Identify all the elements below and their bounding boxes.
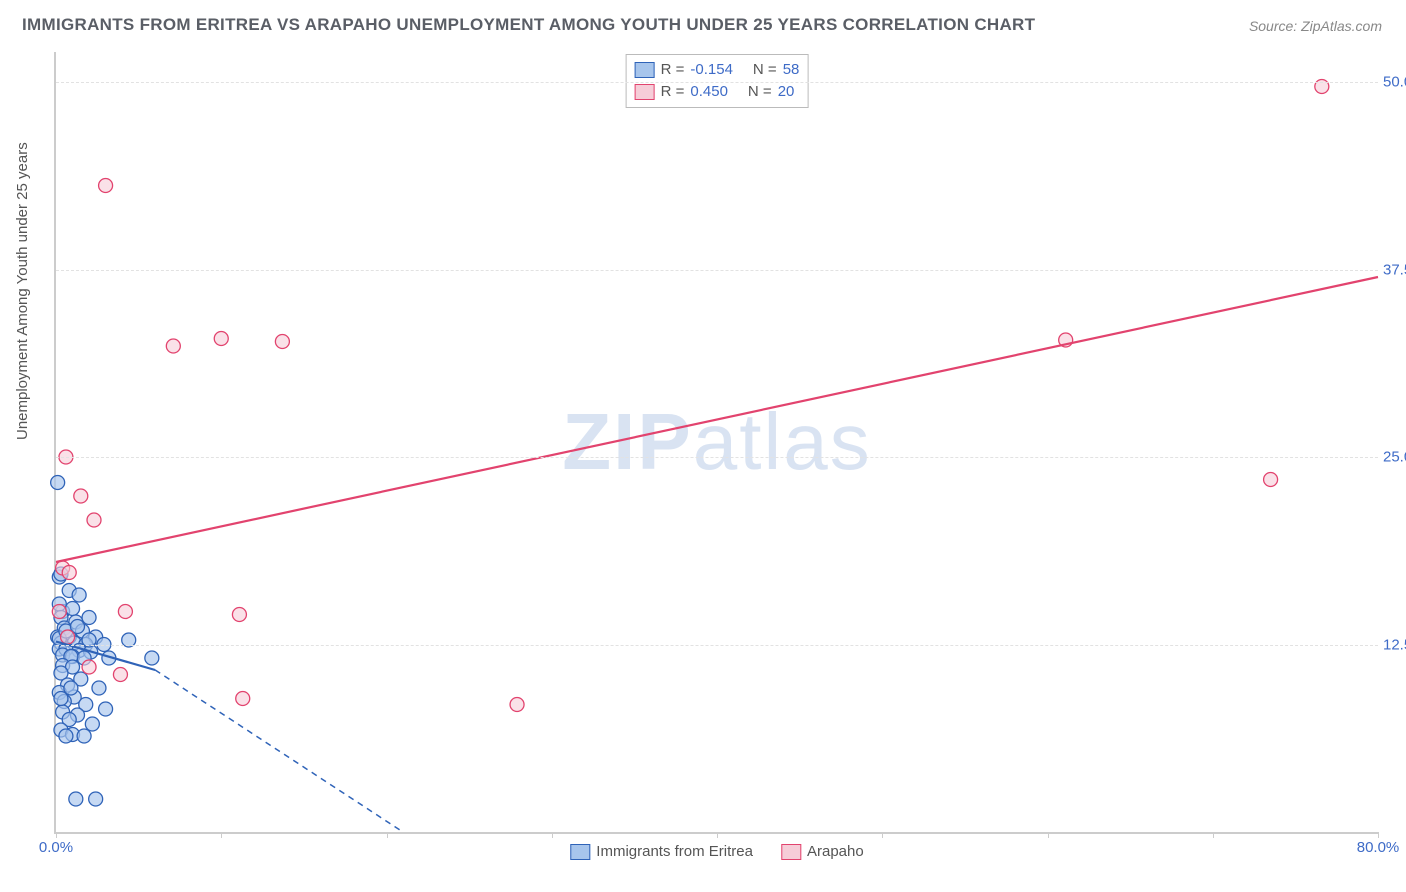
legend-swatch-series1 [570, 844, 590, 860]
data-point [82, 611, 96, 625]
legend-label-series2: Arapaho [807, 843, 864, 860]
x-tick [552, 832, 553, 838]
chart-container: IMMIGRANTS FROM ERITREA VS ARAPAHO UNEMP… [0, 0, 1406, 892]
x-tick [1213, 832, 1214, 838]
data-point [232, 608, 246, 622]
data-point [69, 792, 83, 806]
data-point [166, 339, 180, 353]
data-point [1264, 473, 1278, 487]
legend-label-series1: Immigrants from Eritrea [596, 843, 753, 860]
plot-area: ZIPatlas R = -0.154 N = 58 R = 0.450 N =… [54, 52, 1378, 834]
plot-svg [56, 52, 1378, 832]
data-point [92, 681, 106, 695]
y-tick-label: 25.0% [1383, 449, 1406, 466]
legend-series: Immigrants from Eritrea Arapaho [570, 843, 863, 860]
y-tick-label: 12.5% [1383, 636, 1406, 653]
data-point [145, 651, 159, 665]
data-point [85, 717, 99, 731]
legend-item-series2: Arapaho [781, 843, 864, 860]
x-tick [1378, 832, 1379, 838]
data-point [275, 335, 289, 349]
data-point [66, 602, 80, 616]
gridline-h [56, 645, 1378, 646]
data-point [74, 489, 88, 503]
gridline-h [56, 457, 1378, 458]
gridline-h [56, 82, 1378, 83]
x-tick-label: 80.0% [1357, 839, 1400, 856]
data-point [236, 692, 250, 706]
data-point [51, 476, 65, 490]
source-citation: Source: ZipAtlas.com [1249, 18, 1382, 34]
x-tick-label: 0.0% [39, 839, 73, 856]
data-point [82, 660, 96, 674]
data-point [62, 566, 76, 580]
x-tick [387, 832, 388, 838]
y-axis-label: Unemployment Among Youth under 25 years [14, 142, 31, 440]
data-point [99, 179, 113, 193]
y-tick-label: 37.5% [1383, 261, 1406, 278]
x-tick [717, 832, 718, 838]
data-point [59, 729, 73, 743]
y-tick-label: 50.0% [1383, 74, 1406, 91]
data-point [113, 668, 127, 682]
x-tick [1048, 832, 1049, 838]
x-tick [882, 832, 883, 838]
data-point [89, 792, 103, 806]
chart-title: IMMIGRANTS FROM ERITREA VS ARAPAHO UNEMP… [22, 15, 1035, 35]
data-point [118, 605, 132, 619]
gridline-h [56, 270, 1378, 271]
data-point [214, 332, 228, 346]
data-point [510, 698, 524, 712]
x-tick [221, 832, 222, 838]
data-point [52, 605, 66, 619]
data-point [99, 702, 113, 716]
data-point [72, 588, 86, 602]
data-point [64, 681, 78, 695]
legend-item-series1: Immigrants from Eritrea [570, 843, 753, 860]
data-point [87, 513, 101, 527]
data-point [61, 630, 75, 644]
legend-swatch-series2 [781, 844, 801, 860]
x-tick [56, 832, 57, 838]
data-point [77, 729, 91, 743]
